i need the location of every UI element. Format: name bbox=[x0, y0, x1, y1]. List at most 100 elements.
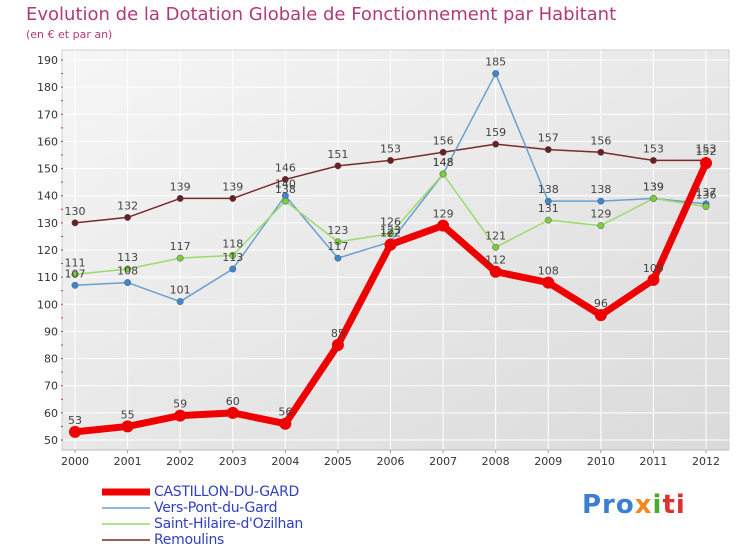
data-label-remoulins-2005: 151 bbox=[327, 148, 348, 161]
point-saint-hilaire-d-ozilhan-2000 bbox=[71, 270, 79, 278]
proxiti-logo: Proxiti bbox=[582, 490, 686, 520]
data-label-remoulins-2004: 146 bbox=[275, 161, 296, 174]
point-saint-hilaire-d-ozilhan-2009 bbox=[544, 216, 552, 224]
point-remoulins-2008 bbox=[492, 140, 500, 148]
data-label-saint-hilaire-d-ozilhan-2004: 138 bbox=[275, 183, 296, 196]
legend-label-vers-pont-du-gard: Vers-Pont-du-Gard bbox=[154, 500, 278, 516]
legend-swatch-castillon bbox=[100, 484, 152, 500]
y-tick-label-50: 50 bbox=[44, 434, 58, 447]
y-tick-label-120: 120 bbox=[37, 244, 58, 257]
data-label-vers-pont-du-gard-2009: 138 bbox=[538, 183, 559, 196]
logo-part-3: i bbox=[652, 490, 663, 520]
point-saint-hilaire-d-ozilhan-2012 bbox=[702, 203, 710, 211]
data-label-remoulins-2012: 153 bbox=[696, 142, 717, 155]
legend-label-castillon: CASTILLON-DU-GARD bbox=[154, 484, 299, 500]
point-castillon-du-gard-2003 bbox=[226, 406, 239, 419]
chart-title: Evolution de la Dotation Globale de Fonc… bbox=[26, 4, 617, 25]
data-label-vers-pont-du-gard-2004: 140 bbox=[275, 178, 296, 191]
point-vers-pont-du-gard-2001 bbox=[124, 279, 132, 287]
x-tick-label-2000: 2000 bbox=[61, 455, 89, 468]
data-label-vers-pont-du-gard-2010: 138 bbox=[590, 183, 611, 196]
data-label-castillon-du-gard-2006: 122 bbox=[380, 227, 401, 240]
data-label-saint-hilaire-d-ozilhan-2002: 117 bbox=[170, 240, 191, 253]
point-castillon-du-gard-2012 bbox=[700, 157, 712, 170]
data-label-saint-hilaire-d-ozilhan-2011: 139 bbox=[643, 180, 664, 193]
data-label-saint-hilaire-d-ozilhan-2006: 126 bbox=[380, 216, 401, 229]
point-vers-pont-du-gard-2003 bbox=[229, 265, 237, 273]
point-saint-hilaire-d-ozilhan-2005 bbox=[334, 238, 342, 246]
y-tick-label-150: 150 bbox=[37, 163, 58, 176]
x-tick-label-2002: 2002 bbox=[166, 455, 194, 468]
data-label-remoulins-2003: 139 bbox=[222, 180, 243, 193]
data-label-castillon-du-gard-2012: 152 bbox=[696, 145, 717, 158]
x-tick-label-2009: 2009 bbox=[534, 455, 562, 468]
point-castillon-du-gard-2007 bbox=[437, 219, 450, 232]
data-label-vers-pont-du-gard-2007: 148 bbox=[433, 156, 454, 169]
point-remoulins-2002 bbox=[176, 194, 184, 202]
y-tick-label-60: 60 bbox=[44, 407, 58, 420]
data-label-castillon-du-gard-2009: 108 bbox=[538, 265, 559, 278]
point-vers-pont-du-gard-2000 bbox=[71, 281, 79, 289]
point-castillon-du-gard-2006 bbox=[384, 238, 397, 251]
point-remoulins-2010 bbox=[597, 148, 605, 156]
y-tick-label-100: 100 bbox=[37, 298, 58, 311]
legend-swatch-saint-hilaire bbox=[100, 516, 152, 532]
point-saint-hilaire-d-ozilhan-2001 bbox=[124, 265, 132, 273]
x-tick-label-2008: 2008 bbox=[482, 455, 510, 468]
x-tick-label-2005: 2005 bbox=[324, 455, 352, 468]
data-label-remoulins-2009: 157 bbox=[538, 132, 559, 145]
y-tick-label-130: 130 bbox=[37, 217, 58, 230]
data-label-vers-pont-du-gard-2005: 117 bbox=[327, 240, 348, 253]
point-vers-pont-du-gard-2005 bbox=[334, 254, 342, 262]
data-label-saint-hilaire-d-ozilhan-2007: 148 bbox=[433, 156, 454, 169]
data-label-remoulins-2008: 159 bbox=[485, 126, 506, 139]
point-castillon-du-gard-2004 bbox=[279, 417, 292, 430]
point-castillon-du-gard-2009 bbox=[542, 276, 555, 289]
point-saint-hilaire-d-ozilhan-2003 bbox=[229, 251, 237, 259]
data-label-saint-hilaire-d-ozilhan-2000: 111 bbox=[65, 256, 86, 269]
data-label-castillon-du-gard-2002: 59 bbox=[173, 398, 187, 411]
x-tick-label-2007: 2007 bbox=[429, 455, 457, 468]
point-vers-pont-du-gard-2002 bbox=[176, 298, 184, 306]
data-label-vers-pont-du-gard-2006: 123 bbox=[380, 224, 401, 237]
legend-swatch-remoulins bbox=[100, 532, 152, 548]
point-vers-pont-du-gard-2010 bbox=[597, 197, 605, 205]
point-remoulins-2005 bbox=[334, 162, 342, 170]
data-label-castillon-du-gard-2003: 60 bbox=[226, 395, 240, 408]
y-tick-label-170: 170 bbox=[37, 108, 58, 121]
data-label-castillon-du-gard-2010: 96 bbox=[594, 297, 608, 310]
data-label-vers-pont-du-gard-2003: 113 bbox=[222, 251, 243, 264]
data-label-castillon-du-gard-2008: 112 bbox=[485, 254, 506, 267]
point-saint-hilaire-d-ozilhan-2011 bbox=[649, 194, 657, 202]
data-label-castillon-du-gard-2007: 129 bbox=[433, 208, 454, 221]
logo-part-1: Pro bbox=[582, 490, 635, 520]
point-remoulins-2011 bbox=[649, 156, 657, 164]
axes: 50 60 70 80 90 100 110 120 130 140 150 160 170 180 190… bbox=[37, 54, 729, 468]
data-label-remoulins-2006: 153 bbox=[380, 142, 401, 155]
point-castillon-du-gard-2000 bbox=[69, 425, 81, 438]
data-label-remoulins-2010: 156 bbox=[590, 134, 611, 147]
legend-label-saint-hilaire: Saint-Hilaire-d'Ozilhan bbox=[154, 516, 303, 532]
point-remoulins-2000 bbox=[71, 219, 79, 227]
x-tick-label-2004: 2004 bbox=[271, 455, 299, 468]
x-tick-label-2010: 2010 bbox=[587, 455, 615, 468]
point-remoulins-2009 bbox=[544, 146, 552, 154]
data-label-vers-pont-du-gard-2000: 107 bbox=[65, 267, 86, 280]
data-label-remoulins-2007: 156 bbox=[433, 134, 454, 147]
data-label-saint-hilaire-d-ozilhan-2012: 136 bbox=[696, 189, 717, 202]
point-remoulins-2004 bbox=[281, 175, 289, 183]
point-castillon-du-gard-2002 bbox=[174, 409, 187, 422]
point-saint-hilaire-d-ozilhan-2006 bbox=[387, 230, 394, 238]
y-tick-label-70: 70 bbox=[44, 380, 58, 393]
legend-label-remoulins: Remoulins bbox=[154, 532, 225, 548]
point-castillon-du-gard-2001 bbox=[121, 420, 134, 433]
point-remoulins-2007 bbox=[439, 148, 447, 156]
y-tick-label-80: 80 bbox=[44, 353, 58, 366]
y-tick-label-180: 180 bbox=[37, 81, 58, 94]
data-label-saint-hilaire-d-ozilhan-2009: 131 bbox=[538, 202, 559, 215]
data-label-castillon-du-gard-2001: 55 bbox=[121, 408, 135, 421]
data-label-vers-pont-du-gard-2001: 108 bbox=[117, 265, 138, 278]
